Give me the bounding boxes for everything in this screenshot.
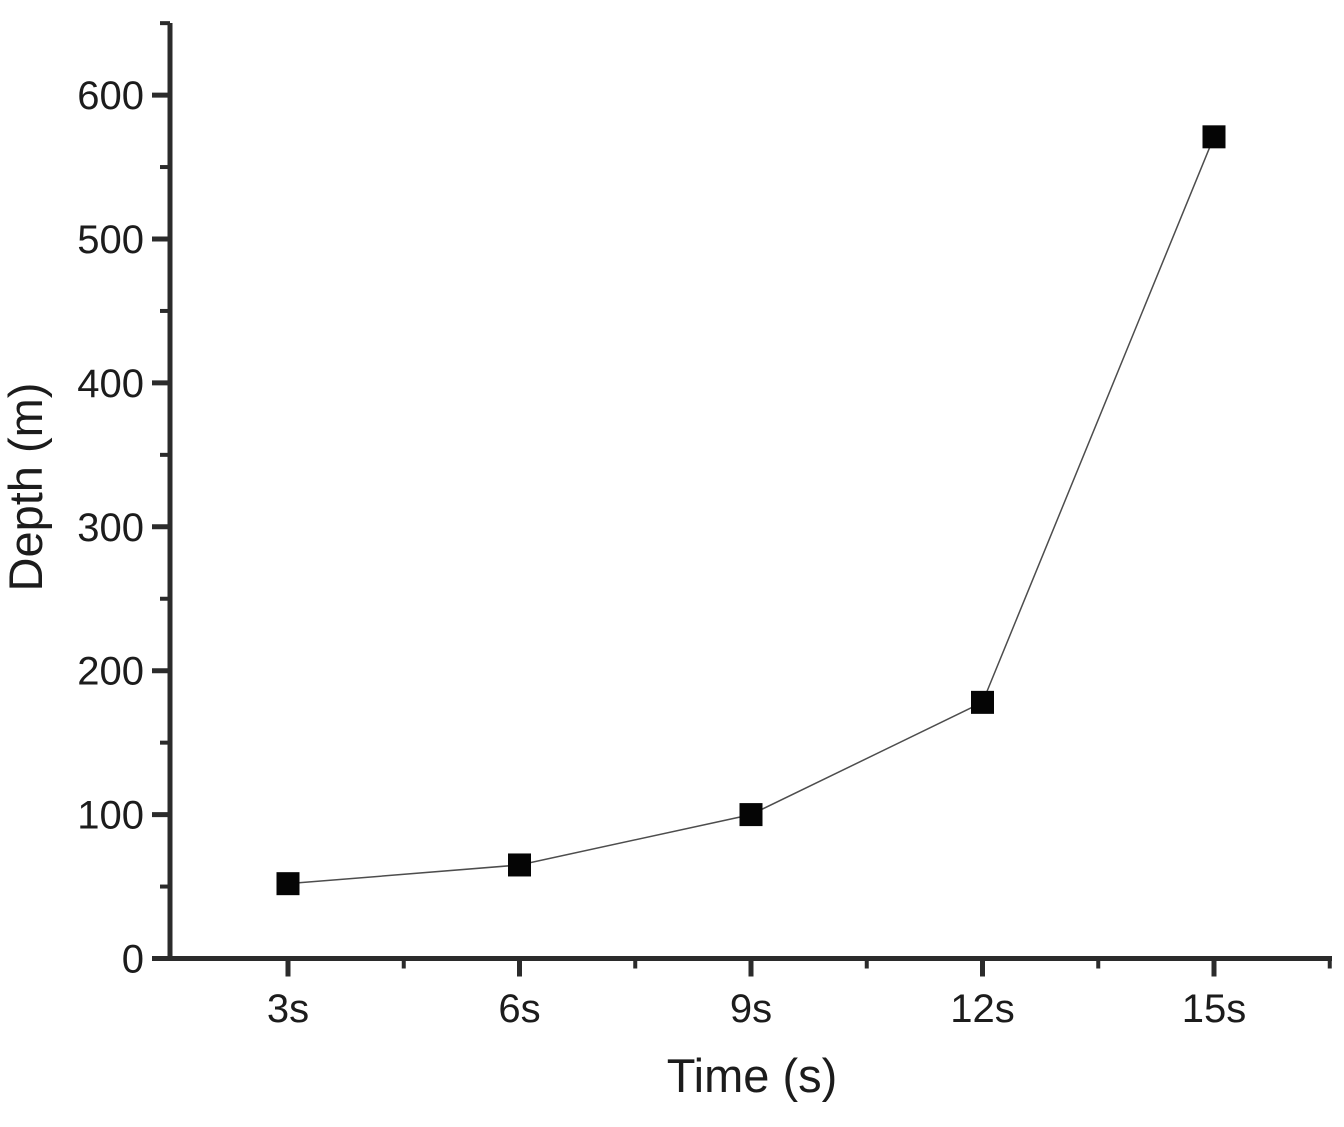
series-line [287, 136, 1215, 885]
x-tick-label: 3s [267, 987, 309, 1031]
y-tick-label: 500 [77, 218, 144, 262]
y-tick-label: 0 [122, 938, 144, 982]
y-tick-label: 300 [77, 506, 144, 550]
x-axis-title: Time (s) [667, 1049, 838, 1102]
data-point-marker [1202, 125, 1226, 149]
y-axis-title: Depth (m) [0, 383, 52, 592]
y-tick-label: 100 [77, 794, 144, 838]
x-tick-label: 12s [950, 987, 1015, 1031]
data-point-marker [508, 853, 531, 877]
y-tick-label: 200 [77, 650, 144, 694]
x-tick-label: 15s [1182, 987, 1247, 1031]
x-tick-label: 9s [730, 987, 772, 1031]
data-point-marker [276, 872, 300, 896]
data-point-marker [739, 803, 763, 827]
x-tick-label: 6s [498, 987, 540, 1031]
y-tick-label: 400 [77, 362, 144, 406]
data-point-marker [971, 690, 994, 714]
y-tick-label: 600 [77, 74, 144, 118]
